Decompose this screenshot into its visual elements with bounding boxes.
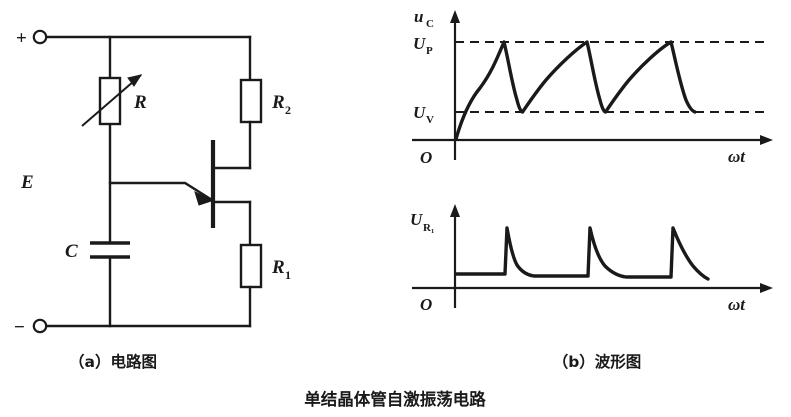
waveform-diagrams: u C U P U V O ωt — [410, 7, 773, 371]
resistor-R2-body[interactable] — [239, 78, 263, 124]
chart-uc: u C U P U V O ωt — [412, 7, 773, 167]
ur1-y-axis-label-main: U — [410, 210, 423, 229]
negative-sign-label: − — [14, 317, 25, 338]
emitter-arrow-head — [194, 191, 214, 206]
figure-main-caption: 单结晶体管自激振荡电路 — [304, 389, 486, 409]
uc-peak-threshold-label-sub: P — [426, 45, 433, 57]
resistor-label-R1-sub: 1 — [285, 268, 291, 282]
uc-y-axis-label-sub: C — [426, 18, 434, 30]
uc-peak-threshold-label: U P — [413, 34, 433, 57]
ur1-waveform-curve — [454, 226, 710, 281]
variable-resistor-arrow-head — [127, 74, 143, 87]
uc-waveform-curve — [454, 40, 697, 141]
uc-origin-label: O — [420, 148, 432, 167]
ur1-y-axis-label-sub: R₁ — [423, 222, 434, 234]
resistor-label-R1-main: R — [271, 257, 285, 278]
resistor-label-R2-main: R — [271, 92, 285, 113]
uc-valley-threshold-label-main: U — [413, 103, 426, 122]
variable-resistor-arrow-shaft — [81, 74, 142, 127]
panel-a-caption: （a）电路图 — [69, 352, 157, 371]
uc-y-axis-arrowhead — [450, 10, 460, 23]
capacitor-label-C: C — [65, 241, 78, 262]
negative-terminal-node[interactable] — [32, 318, 48, 334]
chart-ur1: U R₁ O ωt — [410, 204, 773, 314]
resistor-label-R2: R 2 — [271, 92, 291, 117]
ur1-origin-label: O — [420, 295, 432, 314]
uc-valley-threshold-label: U V — [413, 103, 434, 126]
uc-x-axis-label: ωt — [728, 147, 746, 166]
uc-peak-threshold-label-main: U — [413, 34, 426, 53]
uc-x-axis-arrowhead — [760, 135, 773, 145]
ur1-y-axis-label: U R₁ — [410, 210, 434, 234]
emitter-wire — [108, 181, 214, 202]
ur1-x-axis-arrowhead — [760, 283, 773, 293]
circuit-diagram: + − E R C R 2 R 1 （a）电路图 — [14, 28, 291, 371]
ur1-y-axis-arrowhead — [450, 204, 460, 217]
uc-y-axis-label-main: u — [414, 7, 423, 26]
positive-sign-label: + — [16, 28, 27, 49]
uc-valley-threshold-label-sub: V — [426, 114, 434, 126]
positive-terminal-node[interactable] — [32, 29, 48, 45]
ur1-x-axis-label: ωt — [728, 295, 746, 314]
source-label-E: E — [20, 172, 34, 193]
resistor-label-R2-sub: 2 — [285, 103, 291, 117]
panel-b-caption: （b）波形图 — [553, 352, 642, 371]
uc-y-axis-label: u C — [414, 7, 434, 30]
resistor-R1-body[interactable] — [239, 243, 263, 289]
resistor-label-R1: R 1 — [271, 257, 291, 282]
resistor-label-R: R — [133, 92, 147, 113]
